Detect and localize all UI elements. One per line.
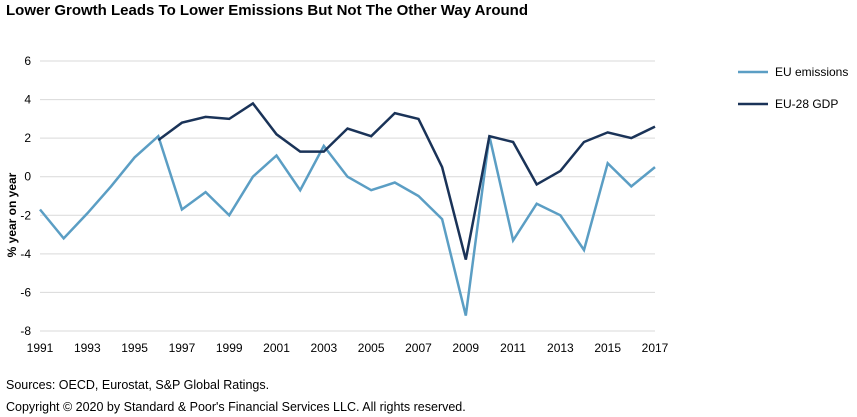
sources-note: Sources: OECD, Eurostat, S&P Global Rati… xyxy=(6,378,270,392)
legend-label-emissions: EU emissions xyxy=(775,65,848,79)
x-tick-label: 1991 xyxy=(27,341,54,355)
y-tick-label: 0 xyxy=(24,170,31,184)
x-tick-label: 2003 xyxy=(310,341,337,355)
gridlines xyxy=(40,60,655,332)
y-tick-label: -6 xyxy=(20,285,31,299)
legend-label-gdp: EU-28 GDP xyxy=(775,97,838,111)
chart-title: Lower Growth Leads To Lower Emissions Bu… xyxy=(6,2,528,19)
x-tick-label: 1993 xyxy=(74,341,101,355)
x-tick-label: 2007 xyxy=(405,341,432,355)
x-tick-label: 2017 xyxy=(642,341,669,355)
y-tick-label: 2 xyxy=(24,131,31,145)
x-tick-label: 1995 xyxy=(121,341,148,355)
gdp-line xyxy=(157,101,656,260)
x-tick-label: 1999 xyxy=(216,341,243,355)
y-tick-labels: 6 4 2 0 -2 -4 -6 -8 xyxy=(20,54,31,338)
x-tick-label: 2011 xyxy=(500,341,526,355)
emissions-line xyxy=(39,133,656,316)
series-lines xyxy=(39,101,656,316)
y-tick-label: -4 xyxy=(20,247,31,261)
x-tick-label: 1997 xyxy=(169,341,196,355)
x-tick-labels: 1991 1993 1995 1997 1999 2001 2003 2005 2007 2009… xyxy=(27,341,669,355)
x-tick-label: 2015 xyxy=(594,341,621,355)
y-tick-label: 4 xyxy=(24,93,31,107)
x-tick-label: 2013 xyxy=(547,341,574,355)
x-tick-label: 2001 xyxy=(263,341,290,355)
x-tick-label: 2005 xyxy=(358,341,385,355)
line-chart: 6 4 2 0 -2 -4 -6 -8 1991 1993 1995 1997 1999 2001 200… xyxy=(5,54,848,355)
y-tick-label: -8 xyxy=(20,324,31,338)
legend: EU emissions EU-28 GDP xyxy=(738,65,848,111)
y-axis-label: % year on year xyxy=(5,172,19,257)
x-tick-label: 2009 xyxy=(452,341,479,355)
copyright-note: Copyright © 2020 by Standard & Poor's Fi… xyxy=(6,400,466,414)
y-tick-label: 6 xyxy=(24,54,31,68)
y-tick-label: -2 xyxy=(20,208,31,222)
